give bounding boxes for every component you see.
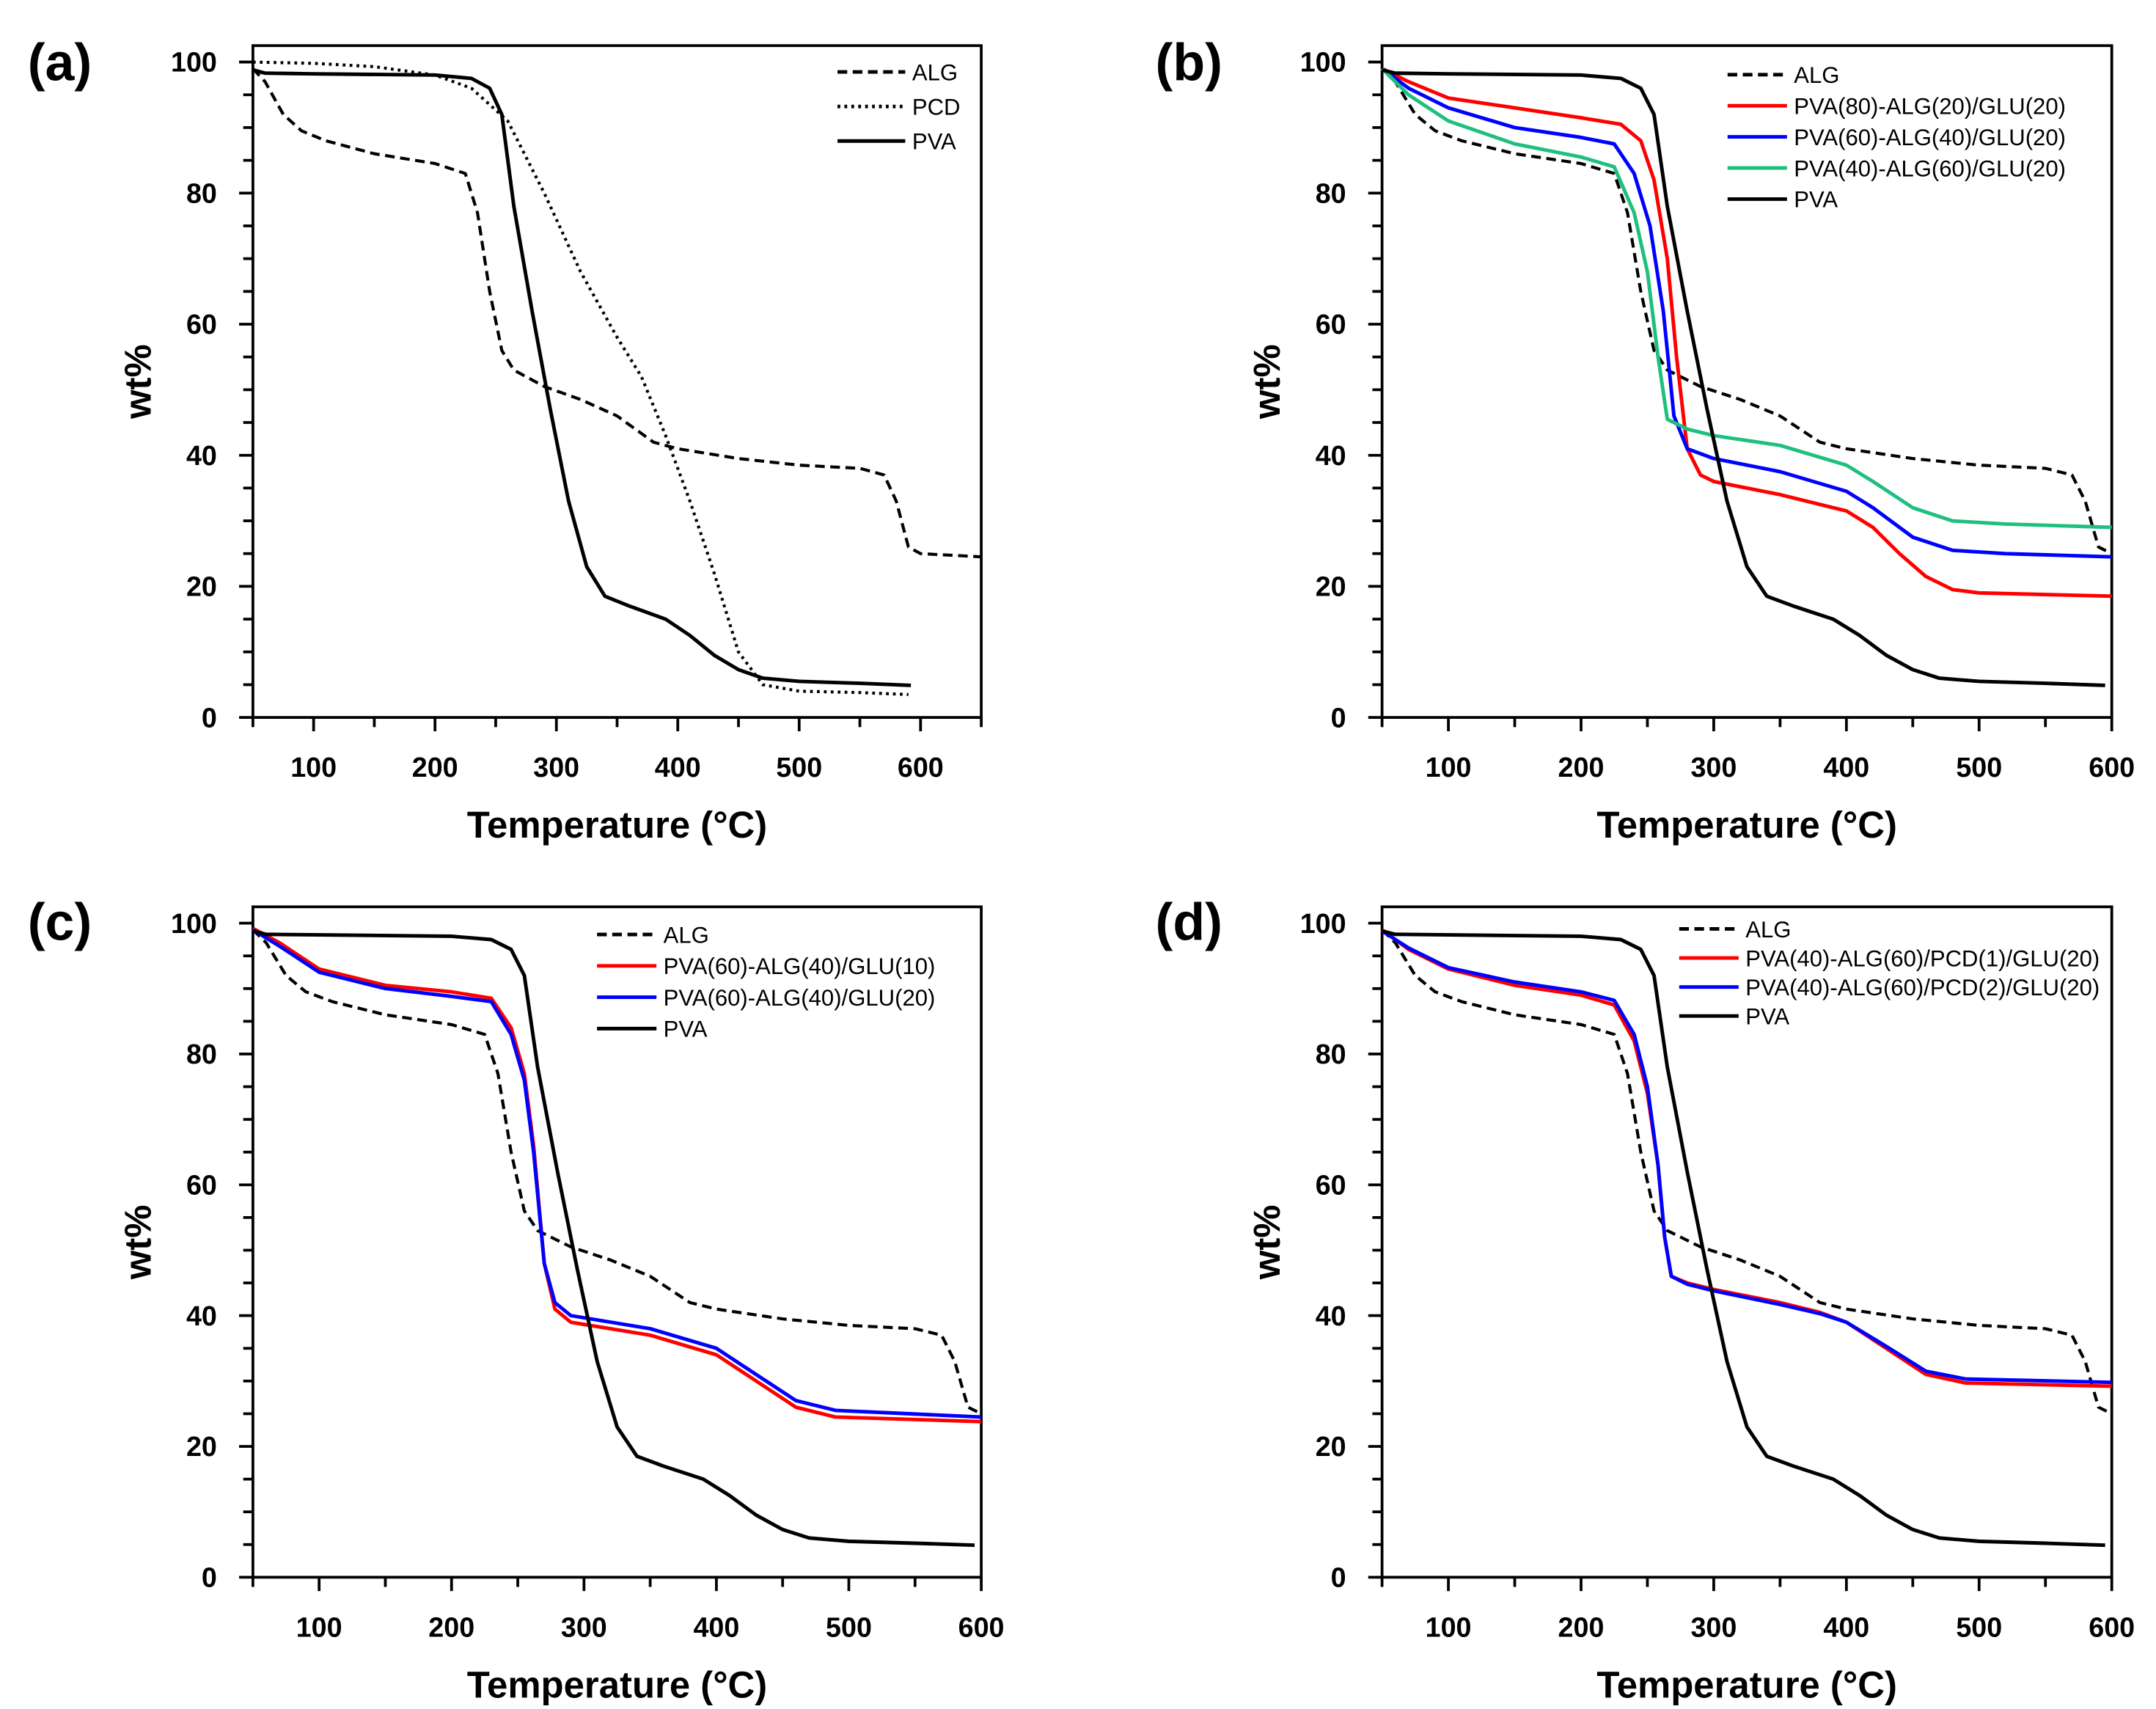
series-line-pva-40-alg-60-pcd-2-glu-20- <box>1381 929 2112 1385</box>
panel-label: (b) <box>1156 33 1222 92</box>
series-line-pva-40-alg-60-glu-20- <box>1380 67 2112 530</box>
x-tick-label: 500 <box>1956 752 2002 783</box>
y-tick-label: 20 <box>1316 1431 1346 1462</box>
legend-label: ALG <box>1745 917 1791 943</box>
x-tick-label: 300 <box>1690 1611 1737 1642</box>
legend-label: PVA(40)-ALG(60)/PCD(2)/GLU(20) <box>1745 975 2100 1000</box>
plot-frame <box>1380 44 2113 720</box>
legend-label: ALG <box>912 59 958 85</box>
x-tick-label: 500 <box>1956 1611 2002 1642</box>
x-tick-label: 600 <box>958 1611 1005 1642</box>
y-tick-label: 80 <box>1316 178 1346 208</box>
legend-label: PVA <box>664 1017 708 1042</box>
y-tick-label: 20 <box>186 1431 217 1462</box>
x-tick-label: 200 <box>1558 1611 1605 1642</box>
y-axis-title: wt% <box>1246 1204 1288 1280</box>
y-tick-label: 100 <box>171 908 217 939</box>
plot-frame <box>1380 905 2113 1579</box>
y-tick-label: 0 <box>202 1562 217 1593</box>
series-line-pva-60-alg-40-glu-20- <box>1381 67 2112 559</box>
y-tick-label: 100 <box>1300 908 1346 939</box>
y-axis-title: wt% <box>1246 344 1288 420</box>
y-tick-label: 100 <box>1300 47 1346 78</box>
x-tick-label: 400 <box>1823 1611 1869 1642</box>
x-tick-label: 600 <box>2089 752 2135 783</box>
x-axis-title: Temperature (°C) <box>467 804 768 846</box>
series-line-pva <box>252 67 912 687</box>
y-tick-label: 80 <box>1316 1039 1346 1069</box>
x-tick-label: 100 <box>296 1611 342 1642</box>
legend-label: PCD <box>912 94 961 120</box>
x-tick-label: 500 <box>776 752 822 783</box>
y-tick-label: 80 <box>186 178 217 208</box>
series-line-pcd <box>252 60 909 696</box>
y-tick-label: 60 <box>1316 1170 1346 1201</box>
panel-label: (c) <box>28 893 92 952</box>
series-line-alg <box>252 67 982 559</box>
series-line-pva <box>252 929 975 1548</box>
panel-a: 100 200 300 400 500 600 0 20 40 60 80 100 Temperatur… <box>28 33 983 846</box>
y-tick-label: 40 <box>1316 440 1346 471</box>
legend-label: PVA <box>912 129 956 155</box>
panel-b: 100 200 300 400 500 600 0 20 40 60 80 100 Temperatur… <box>1156 33 2135 846</box>
x-tick-label: 200 <box>1558 752 1605 783</box>
y-tick-label: 0 <box>202 702 217 733</box>
x-tick-label: 600 <box>2089 1611 2135 1642</box>
y-tick-label: 60 <box>1316 309 1346 340</box>
y-tick-label: 80 <box>186 1039 217 1069</box>
y-tick-label: 60 <box>186 309 217 340</box>
legend-label: PVA(60)-ALG(40)/GLU(20) <box>1794 125 2066 150</box>
y-tick-label: 60 <box>186 1170 217 1201</box>
series-line-alg <box>1381 929 2113 1416</box>
legend-label: PVA <box>1794 187 1838 213</box>
series-line-alg <box>252 929 982 1416</box>
y-tick-label: 40 <box>186 1300 217 1331</box>
legend-label: PVA <box>1745 1004 1789 1030</box>
x-tick-label: 300 <box>561 1611 607 1642</box>
x-tick-label: 400 <box>693 1611 739 1642</box>
y-tick-label: 0 <box>1331 702 1346 733</box>
series-line-alg <box>1381 67 2113 555</box>
x-tick-label: 200 <box>428 1611 474 1642</box>
plot-frame <box>252 44 983 720</box>
y-tick-label: 0 <box>1331 1562 1346 1593</box>
legend-label: PVA(40)-ALG(60)/PCD(1)/GLU(20) <box>1745 945 2100 971</box>
x-tick-label: 400 <box>655 752 701 783</box>
panel-c: 100 200 300 400 500 600 0 20 40 60 80 100 Temperatur… <box>28 893 1005 1706</box>
y-tick-label: 40 <box>186 440 217 471</box>
y-tick-label: 100 <box>171 47 217 78</box>
y-tick-label: 20 <box>186 571 217 602</box>
x-axis-title: Temperature (°C) <box>1596 804 1897 846</box>
panel-d: 100 200 300 400 500 600 0 20 40 60 80 100 Temperatur… <box>1156 893 2135 1706</box>
x-tick-label: 100 <box>290 752 337 783</box>
series-line-pva <box>1382 67 2105 687</box>
legend-label: ALG <box>1794 62 1839 88</box>
series-line-pva-60-alg-40-glu-20- <box>252 928 982 1419</box>
x-tick-label: 500 <box>826 1611 872 1642</box>
y-axis-title: wt% <box>117 1204 158 1280</box>
x-tick-label: 400 <box>1823 752 1869 783</box>
y-axis-title: wt% <box>117 344 158 420</box>
series-line-pva <box>1382 929 2105 1548</box>
y-tick-label: 40 <box>1316 1300 1346 1331</box>
x-tick-label: 300 <box>533 752 579 783</box>
x-tick-label: 100 <box>1426 1611 1472 1642</box>
x-axis-title: Temperature (°C) <box>467 1664 768 1705</box>
legend-label: PVA(60)-ALG(40)/GLU(20) <box>664 985 936 1011</box>
x-tick-label: 200 <box>412 752 458 783</box>
panel-label: (a) <box>28 33 92 92</box>
x-tick-label: 600 <box>898 752 944 783</box>
y-tick-label: 20 <box>1316 571 1346 602</box>
legend-label: PVA(40)-ALG(60)/GLU(20) <box>1794 155 2066 181</box>
plot-frame <box>252 905 983 1579</box>
panel-label: (d) <box>1156 893 1222 952</box>
x-tick-label: 100 <box>1426 752 1472 783</box>
legend-label: PVA(80)-ALG(20)/GLU(20) <box>1794 94 2066 120</box>
x-axis-title: Temperature (°C) <box>1596 1664 1897 1705</box>
x-tick-label: 300 <box>1690 752 1737 783</box>
legend-label: PVA(60)-ALG(40)/GLU(10) <box>664 954 936 979</box>
legend-label: ALG <box>664 922 709 948</box>
